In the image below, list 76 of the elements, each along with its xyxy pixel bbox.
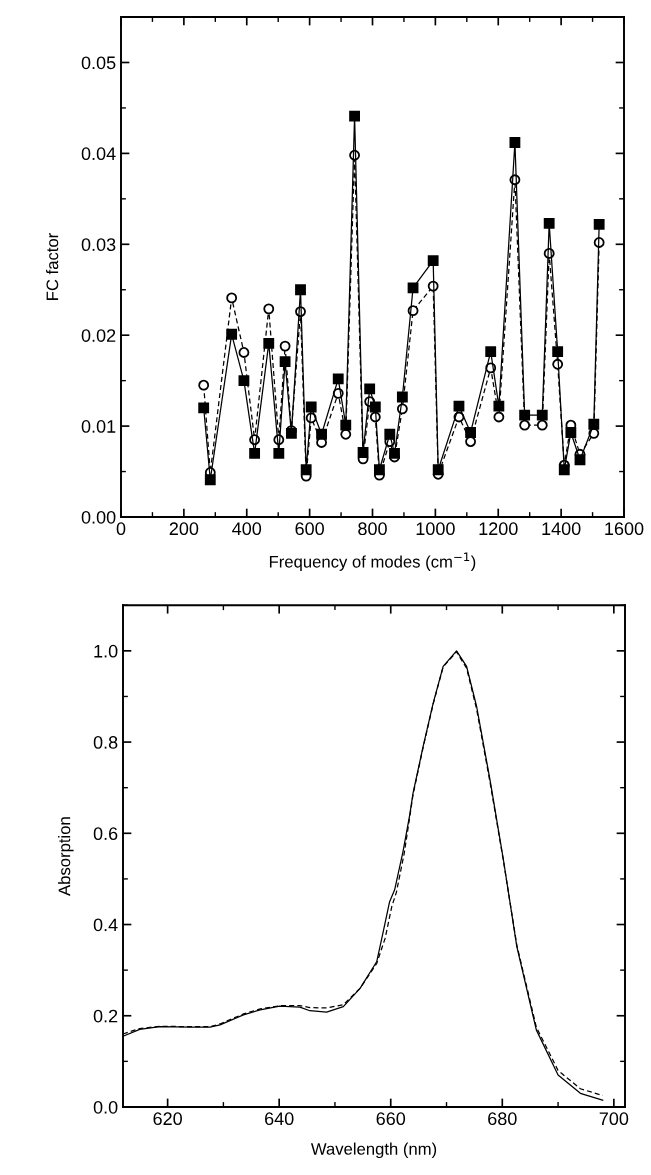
y-tick-label: 0.04 (81, 147, 116, 161)
point (238, 375, 250, 387)
x-tick-label: 680 (488, 1112, 517, 1126)
x-tick-label: 200 (169, 522, 199, 536)
point (509, 137, 521, 148)
point (357, 447, 369, 458)
y-axis-title: FC factor (46, 233, 59, 300)
y-axis-title: Absorption (58, 817, 74, 896)
point (263, 337, 275, 349)
y-tick-label: 1.0 (94, 644, 118, 658)
point (198, 402, 210, 414)
point (552, 346, 564, 357)
y-tick-label: 0.03 (81, 238, 116, 252)
point (558, 464, 570, 476)
point (465, 427, 477, 438)
x-axis-title: Frequency of modes (cm$^{−1}$) (269, 552, 476, 571)
x-tick-label: 640 (265, 1112, 294, 1126)
point (263, 303, 275, 315)
x-tick-label: 0 (116, 522, 126, 536)
point (384, 428, 396, 440)
y-tick-label: 0.05 (81, 56, 116, 70)
point (295, 284, 306, 296)
y-tick-label: 0.8 (93, 736, 118, 749)
y-tick-label: 0.6 (93, 827, 118, 841)
point (432, 464, 444, 476)
x-tick-label: 620 (153, 1112, 182, 1126)
point (389, 447, 400, 459)
point (519, 419, 531, 431)
x-tick-label: 800 (358, 522, 387, 536)
point (373, 464, 385, 476)
y-tick-label: 0.00 (81, 510, 116, 524)
point (536, 419, 548, 431)
point (593, 218, 605, 230)
point (369, 401, 381, 413)
x-tick-label: 1200 (479, 522, 518, 536)
point (249, 447, 261, 459)
x-tick-label: 400 (232, 522, 262, 536)
x-tick-label: 1000 (416, 522, 455, 536)
point (226, 328, 238, 340)
point (364, 383, 376, 395)
point (493, 411, 505, 423)
point (536, 409, 548, 421)
point (493, 400, 505, 412)
point (485, 346, 497, 357)
y-tick-label: 0.0 (93, 1100, 118, 1114)
x-tick-label: 1400 (542, 522, 581, 536)
point (588, 418, 600, 430)
x-tick-label: 700 (599, 1112, 629, 1126)
y-tick-label: 0.4 (93, 918, 118, 932)
point (543, 217, 555, 229)
point (305, 401, 317, 413)
point (565, 427, 577, 438)
y-tick-label: 0.01 (81, 420, 116, 433)
point (198, 379, 210, 391)
x-tick-label: 660 (376, 1112, 406, 1126)
point (340, 419, 352, 431)
y-tick-label: 0.2 (93, 1009, 118, 1023)
x-tick-label: 1600 (605, 522, 644, 536)
point (204, 474, 216, 486)
point (279, 356, 291, 367)
point (226, 292, 238, 304)
point (238, 347, 250, 358)
x-axis-title: Wavelength (nm) (310, 1142, 437, 1159)
point (279, 340, 291, 352)
point (300, 464, 312, 476)
x-tick-label: 600 (295, 522, 324, 536)
point (273, 447, 285, 459)
point (316, 428, 327, 440)
point (574, 454, 586, 466)
point (519, 409, 531, 421)
point (396, 391, 408, 403)
point (453, 400, 465, 412)
y-tick-label: 0.02 (81, 329, 116, 342)
point (349, 110, 360, 122)
point (332, 373, 344, 385)
point (427, 255, 439, 267)
